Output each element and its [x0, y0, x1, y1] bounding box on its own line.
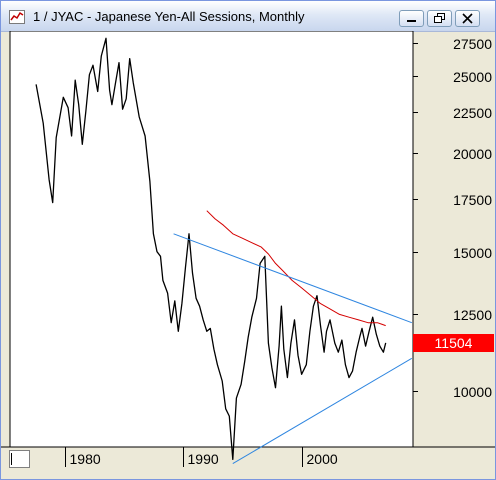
last-price-label: 11504: [434, 335, 473, 351]
chart-scroll-box[interactable]: [9, 450, 30, 468]
price-line: [35, 37, 387, 461]
last-price-marker: 11504: [413, 334, 494, 352]
restore-icon: [434, 13, 445, 23]
y-tick-label: 17500: [453, 191, 492, 208]
chart-plot: [1, 31, 495, 467]
y-tick-label: 10000: [453, 383, 492, 400]
window-title: 1 / JYAC - Japanese Yen-All Sessions, Mo…: [33, 9, 305, 24]
close-button[interactable]: [455, 10, 480, 27]
scroll-position-tick: [11, 453, 12, 465]
y-tick-label: 20000: [453, 145, 492, 162]
chart-app-icon: [9, 10, 25, 24]
y-tick-label: 12500: [453, 306, 492, 323]
y-tick-label: 15000: [453, 244, 492, 261]
maximize-button[interactable]: [427, 10, 452, 27]
plot-area: [9, 31, 414, 448]
y-tick-label: 25000: [453, 68, 492, 85]
y-tick-label: 22500: [453, 104, 492, 121]
title-bar[interactable]: 1 / JYAC - Japanese Yen-All Sessions, Mo…: [1, 1, 495, 32]
x-tick-label: 1990: [187, 451, 219, 467]
upper-trendline-line: [173, 233, 412, 324]
minimize-button[interactable]: [399, 10, 424, 27]
x-tick-label: 1980: [69, 451, 101, 467]
close-icon: [462, 13, 473, 24]
x-tick-label: 2000: [306, 451, 338, 467]
lower-trendline-line: [232, 357, 413, 465]
y-tick-label: 27500: [453, 35, 492, 52]
moving-average-line: [206, 210, 386, 327]
minimize-icon: [407, 20, 416, 22]
